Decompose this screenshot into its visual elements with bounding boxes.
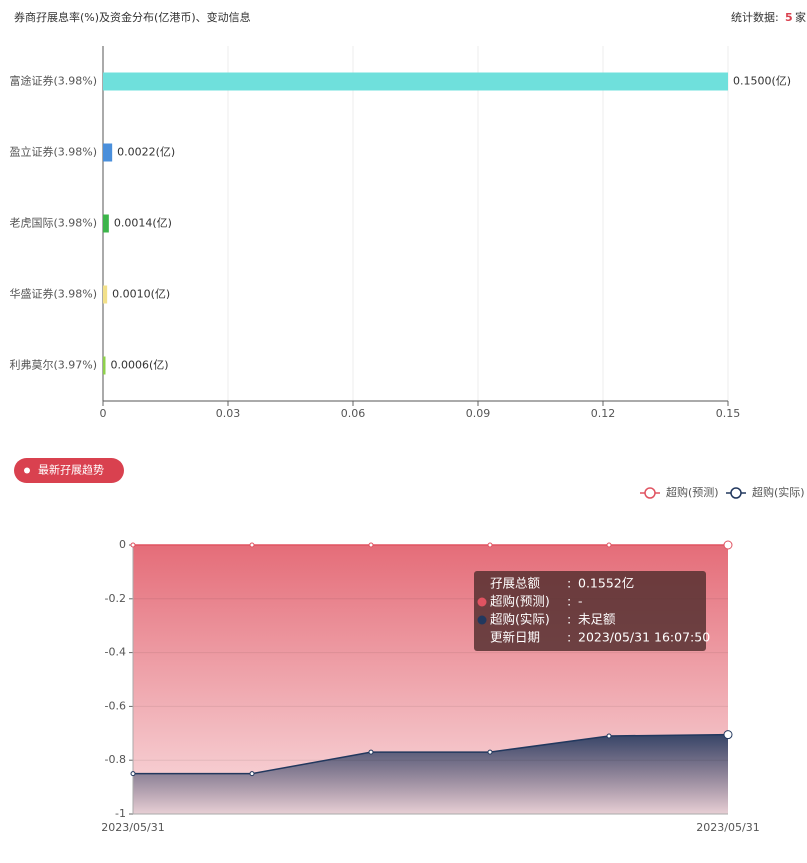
- point: [130, 771, 136, 777]
- tooltip-label: 超购(预测): [490, 594, 550, 609]
- x-tick-label: 2023/05/31: [101, 821, 164, 834]
- tooltip-separator: :: [567, 630, 571, 645]
- point: [368, 749, 374, 755]
- y-tick-label: -0.2: [105, 592, 126, 605]
- tooltip-label: 超购(实际): [490, 612, 550, 627]
- y-tick-label: 老虎国际(3.98%): [9, 217, 97, 230]
- y-tick-label: 华盛证券(3.98%): [9, 287, 97, 301]
- stats-label: 统计数据:: [731, 10, 779, 24]
- stats-count: 5: [785, 11, 793, 24]
- button-dot: [24, 467, 30, 474]
- value-label: 0.1500(亿): [733, 75, 791, 88]
- line: [133, 733, 729, 775]
- legend-label: 超购(实际): [752, 485, 805, 499]
- legend-marker: [644, 487, 656, 499]
- y-tick-label: 0: [119, 538, 126, 551]
- bar: [103, 143, 113, 162]
- x-tick-label: 2023/05/31: [696, 821, 759, 834]
- tooltip-value: 2023/05/31 16:07:50: [578, 630, 710, 645]
- tooltip-label: 更新日期: [490, 630, 540, 645]
- tooltip-value: -: [578, 594, 583, 609]
- trend-button[interactable]: [14, 458, 124, 483]
- bar: [103, 285, 108, 304]
- y-tick-label: -0.8: [105, 753, 126, 766]
- stats-unit: 家: [795, 10, 806, 24]
- value-label: 0.0014(亿): [114, 217, 172, 230]
- point: [606, 733, 612, 739]
- point: [723, 540, 733, 550]
- y-tick-label: 富途证券(3.98%): [9, 74, 97, 88]
- x-tick-label: 0.09: [466, 407, 491, 420]
- y-tick-label: -0.6: [105, 699, 126, 712]
- point: [723, 730, 733, 740]
- legend-marker: [730, 487, 742, 499]
- bar-chart: 0 0.03 0.06 0.09 0.12 0.15 富途证券(3.98%) 0.1500(亿…: [9, 46, 791, 420]
- legend-label: 超购(预测): [666, 485, 719, 499]
- x-tick-label: 0.12: [591, 407, 616, 420]
- tooltip-dot: [477, 615, 487, 625]
- chart-title: 券商孖展息率(%)及资金分布(亿港币)、变动信息: [14, 10, 251, 24]
- x-tick-label: 0.15: [716, 407, 741, 420]
- bar: [103, 214, 109, 233]
- tooltip-separator: :: [567, 594, 571, 609]
- trend-chart: -1 -0.8 -0.6 -0.4 -0.2 0 2023/05/31 2023/05/31 超…: [101, 485, 804, 834]
- y-tick-label: 盈立证券(3.98%): [9, 145, 97, 159]
- point: [249, 771, 255, 777]
- point: [487, 749, 493, 755]
- value-label: 0.0006(亿): [111, 359, 169, 372]
- trend-button-label[interactable]: 最新孖展趋势: [38, 463, 104, 477]
- tooltip-box: [474, 571, 706, 651]
- tooltip-label: 孖展总额: [490, 576, 541, 591]
- point: [130, 542, 136, 548]
- tooltip-value: 未足额: [578, 612, 616, 627]
- bar: [103, 72, 728, 91]
- x-tick-label: 0.03: [216, 407, 241, 420]
- x-tick-label: 0.06: [341, 407, 366, 420]
- tooltip-separator: :: [567, 612, 571, 627]
- tooltip-separator: :: [567, 576, 571, 591]
- tooltip-value: 0.1552亿: [578, 576, 634, 591]
- bar: [103, 356, 106, 375]
- point: [487, 542, 493, 548]
- tooltip-dot: [477, 597, 487, 607]
- area: [133, 734, 728, 814]
- y-tick-label: -0.4: [105, 646, 126, 659]
- y-tick-label: 利弗莫尔(3.97%): [9, 358, 97, 372]
- point: [249, 542, 255, 548]
- x-tick-label: 0: [100, 407, 107, 420]
- value-label: 0.0010(亿): [112, 288, 170, 301]
- point: [606, 542, 612, 548]
- value-label: 0.0022(亿): [117, 146, 175, 159]
- y-tick-label: -1: [115, 807, 126, 820]
- point: [368, 542, 374, 548]
